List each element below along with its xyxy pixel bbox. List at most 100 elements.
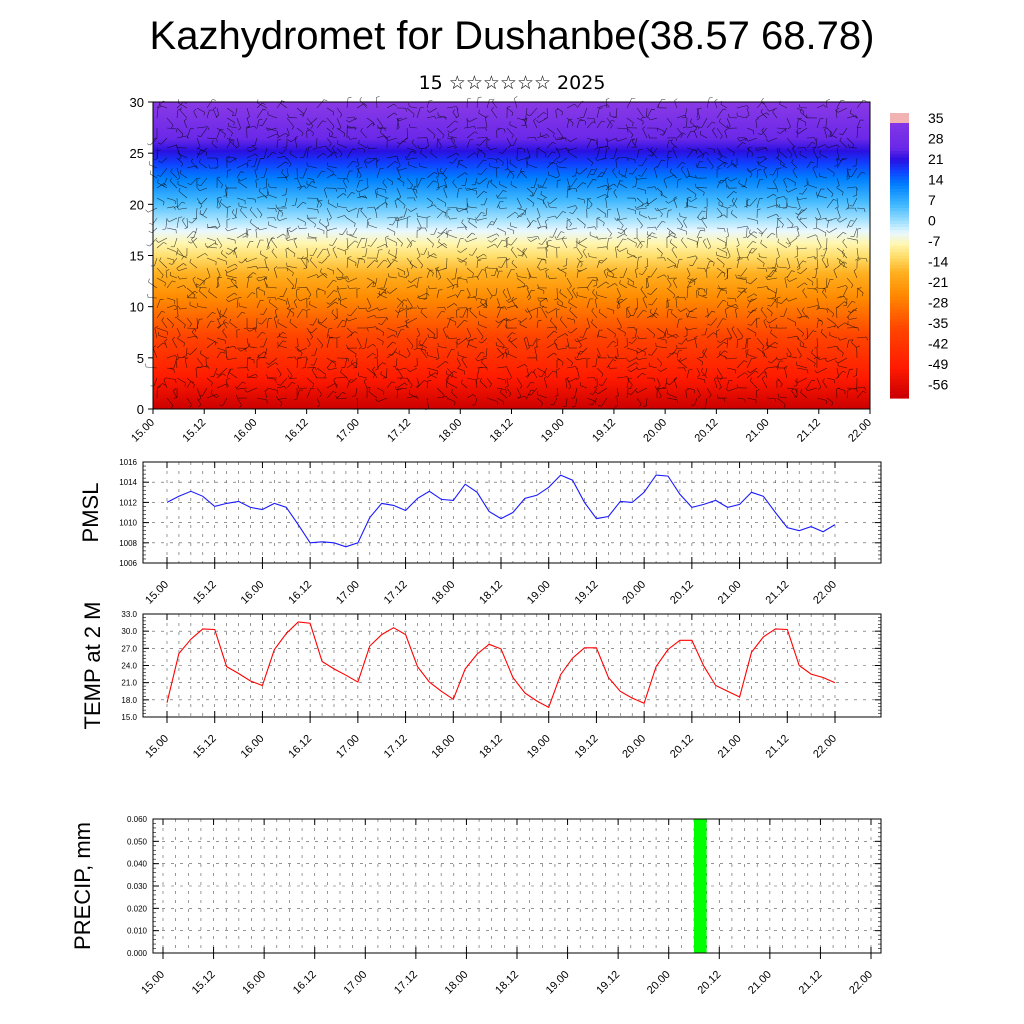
x-tick-label: 21.00	[744, 417, 772, 445]
colorbar-band	[890, 252, 909, 257]
x-tick-label: 20.12	[668, 579, 696, 607]
colorbar-band	[890, 337, 909, 342]
colorbar-label: -49	[928, 356, 948, 372]
x-tick-label: 17.00	[334, 733, 362, 761]
colorbar-band	[890, 385, 909, 390]
x-tick-label: 20.00	[620, 733, 648, 761]
colorbar-band	[890, 382, 909, 386]
x-tick-label: 17.12	[382, 733, 410, 761]
colorbar-band	[890, 182, 909, 187]
colorbar-band	[890, 201, 909, 206]
colorbar-band	[890, 303, 909, 307]
colorbar-band	[890, 189, 909, 193]
panel-frame	[152, 818, 882, 954]
colorbar-band	[890, 138, 909, 143]
colorbar-label: -42	[928, 336, 948, 352]
x-tick-label: 21.00	[716, 579, 744, 607]
colorbar-band	[890, 391, 909, 396]
x-tick-label: 19.00	[544, 969, 572, 997]
x-tick-label: 20.12	[693, 417, 721, 445]
y-tick-label: 25	[130, 146, 144, 161]
colorbar-band	[890, 284, 909, 288]
y-tick-label: 0.040	[127, 860, 148, 869]
y-tick-label: 33.0	[121, 610, 137, 619]
y-tick-label: 30.0	[121, 627, 137, 636]
colorbar-band	[890, 353, 909, 358]
x-tick-label: 15.12	[191, 733, 219, 761]
x-tick-label: 18.00	[429, 733, 457, 761]
x-tick-label: 21.12	[763, 579, 791, 607]
colorbar-band	[890, 372, 909, 377]
x-tick-label: 20.00	[620, 579, 648, 607]
wind-barbs	[145, 95, 869, 411]
colorbar-label: -14	[928, 254, 948, 270]
colorbar-band	[890, 125, 909, 130]
colorbar-band	[890, 157, 909, 162]
colorbar-band	[890, 176, 909, 181]
colorbar-band	[890, 268, 909, 272]
x-tick-label: 16.12	[283, 417, 311, 445]
y-axis-label: PRECIP, mm	[70, 822, 95, 950]
colorbar-band	[890, 198, 909, 203]
x-tick-label: 22.00	[811, 579, 839, 607]
colorbar-band	[890, 192, 909, 196]
y-tick-label: 18.0	[121, 696, 137, 705]
x-tick-label: 17.12	[385, 417, 413, 445]
colorbar-band	[890, 274, 909, 279]
colorbar-band	[890, 299, 909, 304]
colorbar-band	[890, 132, 909, 136]
colorbar-band	[890, 122, 909, 127]
y-tick-label: 0.010	[127, 927, 148, 936]
colorbar-band	[890, 280, 909, 285]
colorbar-band	[890, 322, 909, 326]
colorbar-band	[890, 366, 909, 371]
colorbar-band	[890, 195, 909, 200]
y-tick-label: 1014	[119, 478, 137, 487]
colorbar-band	[890, 350, 909, 355]
y-tick-label: 24.0	[121, 662, 137, 671]
x-tick-label: 15.00	[129, 417, 157, 445]
y-tick-label: 1012	[119, 498, 137, 507]
x-tick-label: 22.00	[846, 417, 874, 445]
colorbar-band	[890, 223, 909, 228]
colorbar-band	[890, 312, 909, 317]
x-tick-label: 19.00	[539, 417, 567, 445]
colorbar-band	[890, 179, 909, 184]
x-tick-label: 20.00	[645, 969, 673, 997]
colorbar-band	[890, 249, 909, 253]
colorbar-band	[890, 388, 909, 393]
colorbar-band	[890, 214, 909, 219]
colorbar-band	[890, 325, 909, 329]
colorbar-band	[890, 277, 909, 282]
colorbar-band	[890, 261, 909, 266]
colorbar-band	[890, 360, 909, 364]
x-tick-label: 18.12	[477, 579, 505, 607]
colorbar-band	[890, 334, 909, 339]
panel-frame	[142, 461, 882, 564]
x-tick-label: 21.12	[795, 417, 823, 445]
colorbar-label: -35	[928, 315, 948, 331]
colorbar-band	[890, 246, 909, 250]
x-tick-label: 16.12	[291, 969, 319, 997]
temp-series-line	[166, 621, 836, 709]
x-tick-label: 21.00	[746, 969, 774, 997]
y-tick-label: 27.0	[121, 644, 137, 653]
colorbar-band	[890, 239, 909, 244]
x-tick-label: 22.00	[811, 733, 839, 761]
x-tick-label: 15.00	[139, 969, 167, 997]
colorbar-band	[890, 204, 909, 209]
colorbar-band	[890, 147, 909, 152]
colorbar-label: -56	[928, 377, 948, 393]
colorbar-band	[890, 173, 909, 177]
colorbar-band	[890, 379, 909, 383]
colorbar-band	[890, 363, 909, 367]
x-tick-label: 17.12	[392, 969, 420, 997]
y-tick-label: 1016	[119, 458, 137, 467]
x-tick-label: 18.00	[443, 969, 471, 997]
x-tick-label: 21.12	[763, 733, 791, 761]
pmsl-series-line	[166, 474, 836, 548]
x-tick-label: 16.00	[239, 579, 267, 607]
y-axis-label: PMSL	[78, 483, 103, 543]
colorbar-band	[890, 369, 909, 374]
colorbar-label: 7	[928, 192, 936, 208]
